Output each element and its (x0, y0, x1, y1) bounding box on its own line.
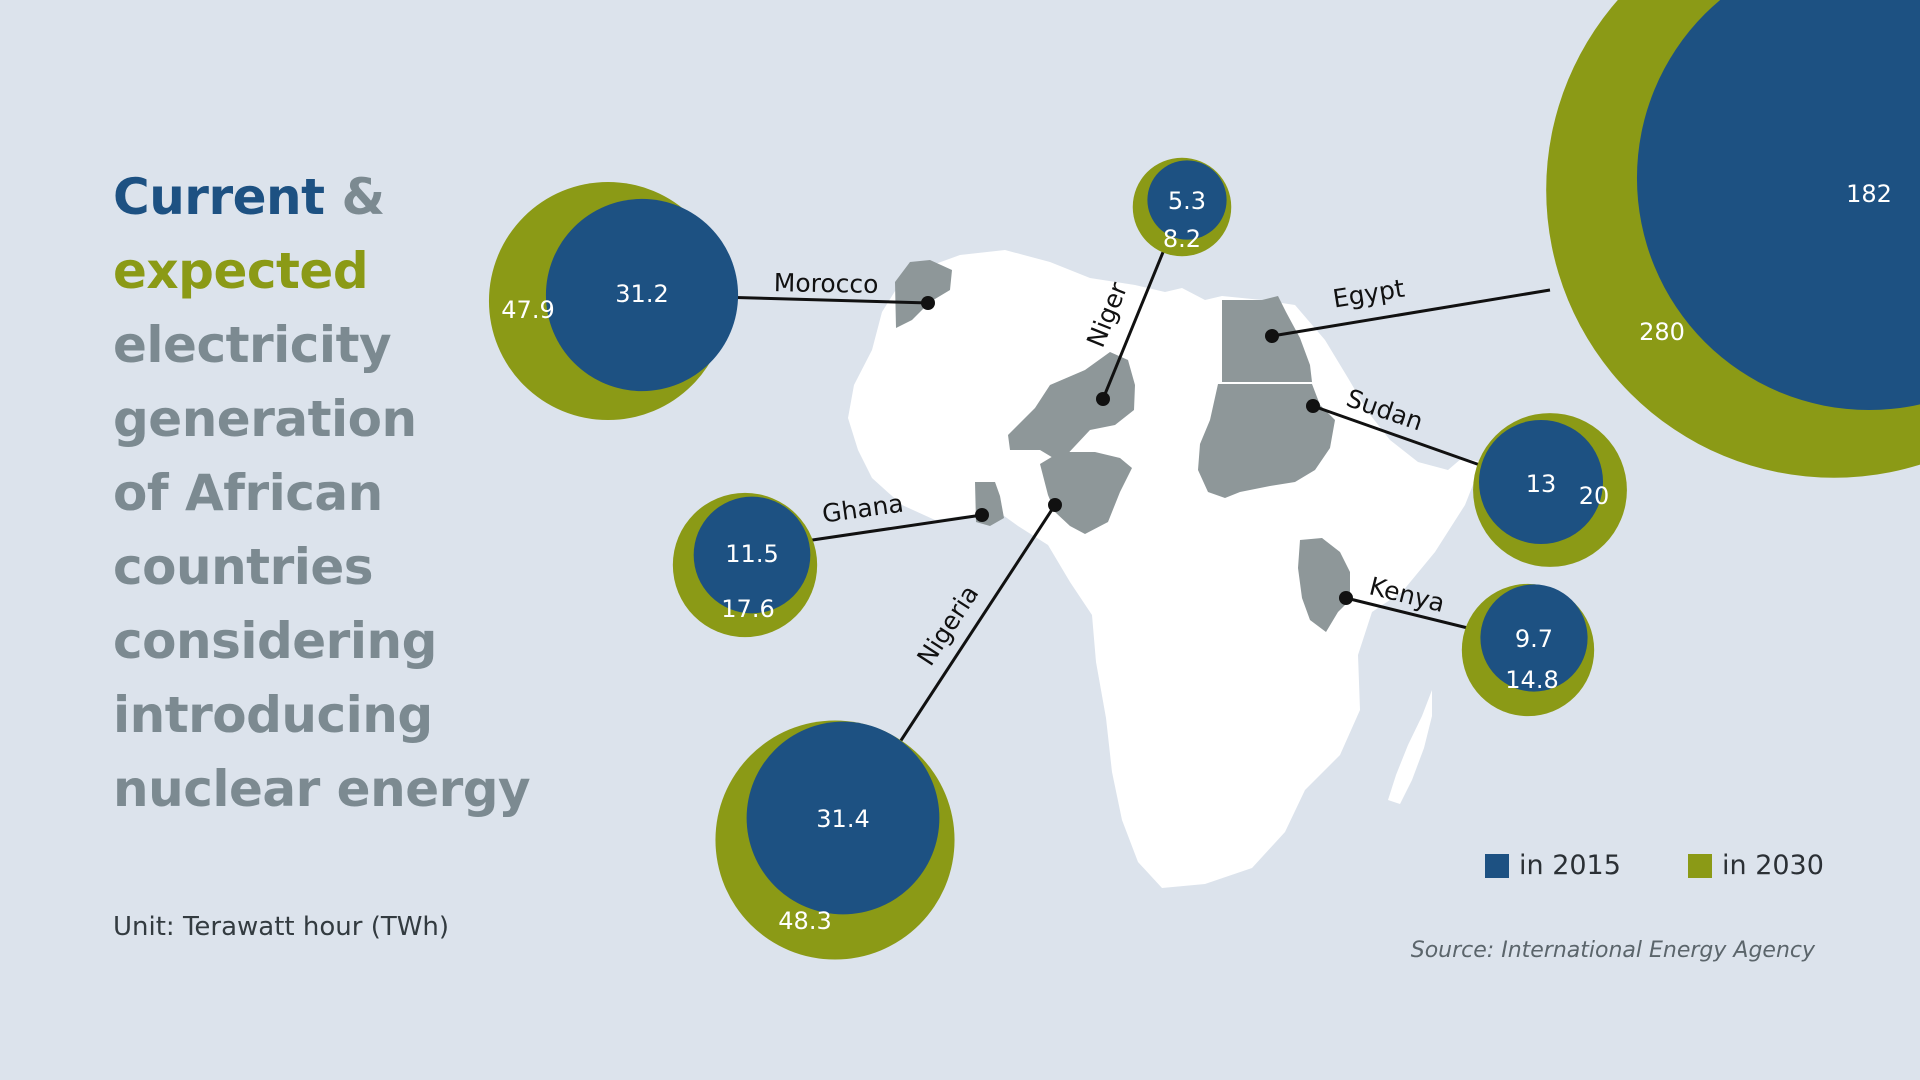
value-2015-sudan: 13 (1526, 470, 1557, 498)
bubble-2015-ghana (693, 496, 811, 614)
value-2015-morocco: 31.2 (615, 280, 668, 308)
label-egypt: Egypt (1331, 274, 1407, 314)
leader-lines (717, 239, 1551, 746)
label-ghana: Ghana (820, 489, 905, 529)
leader-line-ghana (791, 513, 983, 545)
dot-egypt (1265, 329, 1279, 343)
bubble-2015-nigeria (746, 721, 940, 915)
country-sudan (1198, 384, 1335, 498)
bubble-2015-sudan (1478, 419, 1604, 545)
legend-label-2030: in 2030 (1722, 850, 1824, 881)
bubbles-layer: 31.2 47.9 5.3 8.2 182 280 11.5 17.6 13 20 9.7 14.8 3… (488, 0, 1920, 960)
unit-label: Unit: Terawatt hour (TWh) (113, 912, 450, 942)
title-line: generation (113, 390, 417, 448)
value-2015-egypt: 182 (1846, 180, 1892, 208)
leader-line-egypt (1271, 288, 1551, 338)
label-morocco: Morocco (774, 268, 879, 299)
madagascar (1388, 690, 1432, 804)
value-2015-ghana: 11.5 (725, 540, 778, 568)
title-line: considering (113, 612, 437, 670)
legend-swatch-2015 (1485, 853, 1509, 878)
value-2030-niger: 8.2 (1163, 225, 1201, 253)
value-2015-kenya: 9.7 (1515, 625, 1553, 653)
value-2030-kenya: 14.8 (1505, 666, 1558, 694)
value-2015-nigeria: 31.4 (816, 805, 869, 833)
title-current: Current (113, 168, 325, 226)
leader-line-nigeria (896, 504, 1057, 746)
leader-line-morocco (717, 295, 931, 305)
title-expected: expected (113, 242, 369, 300)
legend-item-2015: in 2015 (1485, 850, 1621, 881)
legend-item-2030: in 2030 (1688, 850, 1824, 881)
leader-line-niger (1101, 239, 1170, 400)
legend-label-2015: in 2015 (1519, 850, 1621, 881)
dot-sudan (1306, 399, 1320, 413)
bubble-2015-niger (1147, 160, 1227, 240)
country-dots (921, 296, 1353, 605)
dot-nigeria (1048, 498, 1062, 512)
value-2030-ghana: 17.6 (721, 595, 774, 623)
title-line: electricity (113, 316, 392, 374)
country-kenya (1298, 538, 1350, 632)
country-morocco (895, 260, 952, 328)
country-niger (1008, 352, 1135, 462)
value-2015-niger: 5.3 (1168, 187, 1206, 215)
leader-line-kenya (1345, 596, 1485, 634)
bubble-2015-kenya (1480, 584, 1588, 692)
value-2030-nigeria: 48.3 (778, 907, 831, 935)
country-nigeria (1040, 452, 1132, 534)
dot-kenya (1339, 591, 1353, 605)
title-line: introducing (113, 686, 433, 744)
label-nigeria: Nigeria (911, 580, 984, 671)
value-2030-morocco: 47.9 (501, 296, 554, 324)
chart-title: Current & expected electricity generatio… (113, 160, 531, 826)
dot-morocco (921, 296, 935, 310)
leader-line-sudan (1312, 404, 1495, 472)
bubble-2015-morocco (545, 198, 739, 392)
legend-swatch-2030 (1688, 853, 1712, 878)
title-ampersand: & (341, 168, 385, 226)
dot-niger (1096, 392, 1110, 406)
value-2030-egypt: 280 (1639, 318, 1685, 346)
title-line: countries (113, 538, 374, 596)
bubble-2015-egypt (1637, 0, 1920, 410)
source-label: Source: International Energy Agency (1410, 938, 1815, 963)
title-line: of African (113, 464, 383, 522)
dot-ghana (975, 508, 989, 522)
value-2030-sudan: 20 (1579, 482, 1610, 510)
title-line: nuclear energy (113, 760, 531, 818)
